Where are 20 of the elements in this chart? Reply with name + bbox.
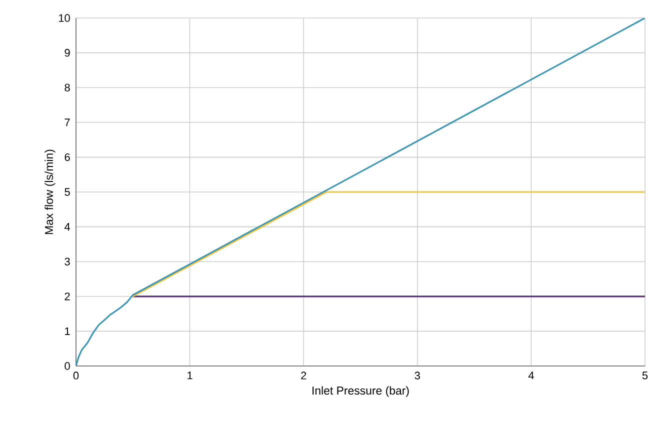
y-tick-label: 2 <box>64 292 70 300</box>
y-tick-label: 6 <box>64 153 70 162</box>
x-tick-label: 4 <box>528 372 534 380</box>
x-tick-label: 1 <box>188 372 192 380</box>
y-tick-label: 4 <box>64 223 70 231</box>
y-tick-label: 5 <box>64 188 70 196</box>
y-tick-label: 1 <box>65 327 70 335</box>
y-tick-label: 10 <box>58 14 70 22</box>
y-tick-label: 3 <box>64 258 70 266</box>
x-tick-label: 5 <box>642 372 648 380</box>
x-tick-label: 0 <box>73 372 79 380</box>
x-tick-label: 3 <box>414 372 420 380</box>
y-axis-title: Max flow (ls/min) <box>44 150 56 234</box>
line-series <box>76 18 646 366</box>
y-tick-label: 8 <box>64 84 70 92</box>
x-tick-label: 2 <box>301 372 306 380</box>
y-tick-label: 7 <box>64 118 70 126</box>
y-tick-label: 9 <box>64 48 70 57</box>
y-tick-label: 0 <box>64 362 70 370</box>
x-axis-title: Inlet Pressure (bar) <box>312 386 409 397</box>
